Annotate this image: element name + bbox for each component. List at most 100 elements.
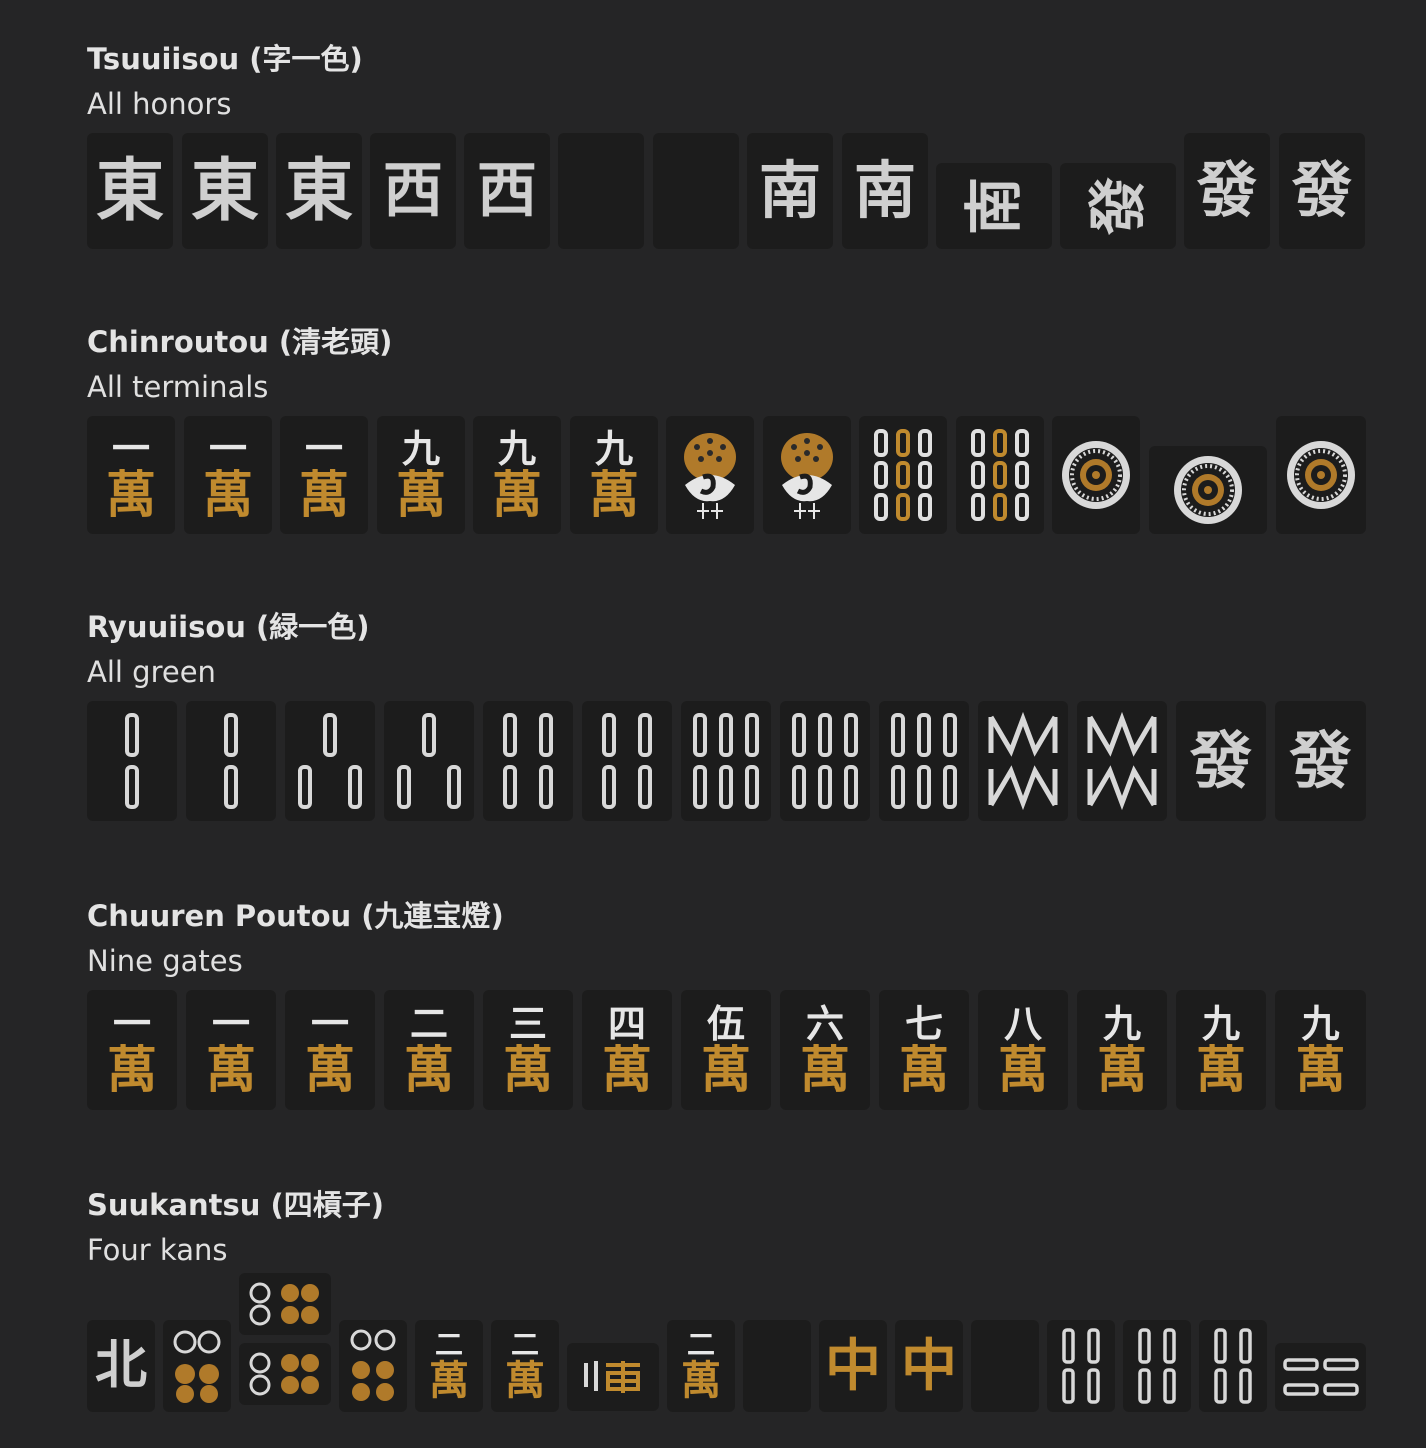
tile-7-man: 七萬 xyxy=(879,990,969,1110)
tile-1-pin-sideways xyxy=(1149,446,1267,534)
yaku-subtitle: Nine gates xyxy=(87,944,243,978)
tile-5-pin-sideways xyxy=(239,1343,331,1405)
bamboo-6-icon xyxy=(693,713,759,809)
tile-3-sou xyxy=(384,701,474,821)
tile-south: 南 xyxy=(747,133,833,249)
tile-1-man: 一萬 xyxy=(186,990,276,1110)
bamboo-4-icon xyxy=(503,713,553,809)
tile-4-sou xyxy=(1047,1320,1115,1412)
peacock-icon xyxy=(684,433,736,519)
tile-3-sou xyxy=(285,701,375,821)
tile-1-pin xyxy=(1052,416,1140,534)
tile-6-sou xyxy=(879,701,969,821)
tile-8-sou xyxy=(978,701,1068,821)
tile-4-sou xyxy=(483,701,573,821)
tile-9-man: 九萬 xyxy=(473,416,561,534)
tile-9-sou xyxy=(956,416,1044,534)
tile-row: 一萬 一萬 一萬 九萬 九萬 九萬 xyxy=(87,416,1367,536)
tile-1-man: 一萬 xyxy=(285,990,375,1110)
bamboo-4-icon xyxy=(1214,1328,1252,1404)
tile-white-dragon xyxy=(558,133,644,249)
bamboo-4-icon xyxy=(1282,1358,1359,1396)
tile-2-man: 二萬 xyxy=(667,1320,735,1412)
tile-2-sou xyxy=(186,701,276,821)
bamboo-9-icon xyxy=(971,429,1029,521)
tile-9-man: 九萬 xyxy=(570,416,658,534)
circle-4-icon xyxy=(173,1330,221,1403)
tile-east: 東 xyxy=(276,133,362,249)
tile-4-sou xyxy=(1199,1320,1267,1412)
yaku-section-chuuren-poutou: Chuuren Poutou (九連宝燈) Nine gates 一萬 一萬 一… xyxy=(87,899,1367,1110)
tile-9-sou xyxy=(859,416,947,534)
tile-1-man: 一萬 xyxy=(87,990,177,1110)
tile-5-pin xyxy=(339,1320,407,1412)
tile-2-sou xyxy=(87,701,177,821)
yaku-subtitle: All terminals xyxy=(87,370,269,404)
tile-red-dragon: 中 xyxy=(895,1320,963,1412)
tile-1-man: 一萬 xyxy=(280,416,368,534)
circle-1-icon xyxy=(1287,441,1355,509)
yaku-title: Ryuuiisou (緑一色) xyxy=(87,610,370,644)
tile-row: 一萬 一萬 一萬 二萬 三萬 四萬 伍萬 六萬 七萬 八萬 九萬 九萬 九萬 xyxy=(87,990,1367,1110)
tile-3-man: 三萬 xyxy=(483,990,573,1110)
tile-west: 西 xyxy=(370,133,456,249)
tile-row: 東 東 東 西 西 南 南 南 發 發 發 xyxy=(87,133,1367,251)
sideways-man-icon xyxy=(584,1361,640,1393)
bamboo-2-icon xyxy=(224,713,238,809)
yaku-section-tsuuiisou: Tsuuiisou (字一色) All honors 東 東 東 西 西 南 南… xyxy=(87,42,1367,251)
circle-5-icon xyxy=(249,1282,319,1326)
tile-back xyxy=(743,1320,811,1412)
bamboo-9-icon xyxy=(874,429,932,521)
circle-1-icon xyxy=(1062,441,1130,509)
bamboo-4-icon xyxy=(1138,1328,1176,1404)
peacock-icon xyxy=(781,433,833,519)
tile-west: 西 xyxy=(464,133,550,249)
tile-6-sou xyxy=(681,701,771,821)
tile-green-dragon: 發 xyxy=(1176,701,1266,821)
bamboo-8-icon xyxy=(1087,711,1157,811)
tile-8-man: 八萬 xyxy=(978,990,1068,1110)
yaku-section-ryuuiisou: Ryuuiisou (緑一色) All green xyxy=(87,610,1367,821)
yaku-title: Chinroutou (清老頭) xyxy=(87,325,393,359)
bamboo-6-icon xyxy=(891,713,957,809)
yaku-title: Tsuuiisou (字一色) xyxy=(87,42,363,76)
tile-east: 東 xyxy=(87,133,173,249)
yaku-section-chinroutou: Chinroutou (清老頭) All terminals 一萬 一萬 一萬 … xyxy=(87,325,1367,536)
tile-red-dragon: 中 xyxy=(819,1320,887,1412)
circle-5-icon xyxy=(249,1352,319,1396)
tile-1-sou-peacock xyxy=(763,416,851,534)
tile-9-man: 九萬 xyxy=(377,416,465,534)
tile-9-man: 九萬 xyxy=(1275,990,1366,1110)
tile-4-sou xyxy=(582,701,672,821)
tile-north: 北 xyxy=(87,1320,155,1412)
tile-4-sou xyxy=(1123,1320,1191,1412)
tile-south-sideways: 南 xyxy=(936,163,1052,249)
bamboo-4-icon xyxy=(1062,1328,1100,1404)
tile-6-sou xyxy=(780,701,870,821)
tile-2-man-sideways xyxy=(567,1343,659,1411)
tile-5-pin-sideways xyxy=(239,1273,331,1335)
tile-green-dragon: 發 xyxy=(1184,133,1270,249)
tile-east: 東 xyxy=(182,133,268,249)
tile-4-pin xyxy=(163,1320,231,1412)
bamboo-4-icon xyxy=(602,713,652,809)
tile-1-pin xyxy=(1276,416,1366,534)
bamboo-8-icon xyxy=(988,711,1058,811)
circle-1-icon xyxy=(1174,456,1242,524)
tile-row: 發 發 xyxy=(87,701,1367,821)
tile-4-sou-sideways xyxy=(1275,1343,1366,1411)
tile-9-man: 九萬 xyxy=(1077,990,1167,1110)
tile-white-dragon xyxy=(653,133,739,249)
bamboo-6-icon xyxy=(792,713,858,809)
tile-green-dragon: 發 xyxy=(1275,701,1366,821)
bamboo-3-icon xyxy=(298,713,362,809)
yaku-subtitle: Four kans xyxy=(87,1233,228,1267)
tile-8-sou xyxy=(1077,701,1167,821)
tile-1-man: 一萬 xyxy=(184,416,272,534)
tile-5-man: 伍萬 xyxy=(681,990,771,1110)
yaku-subtitle: All honors xyxy=(87,87,232,121)
tile-4-man: 四萬 xyxy=(582,990,672,1110)
tile-south: 南 xyxy=(842,133,928,249)
tile-6-man: 六萬 xyxy=(780,990,870,1110)
tile-back xyxy=(971,1320,1039,1412)
